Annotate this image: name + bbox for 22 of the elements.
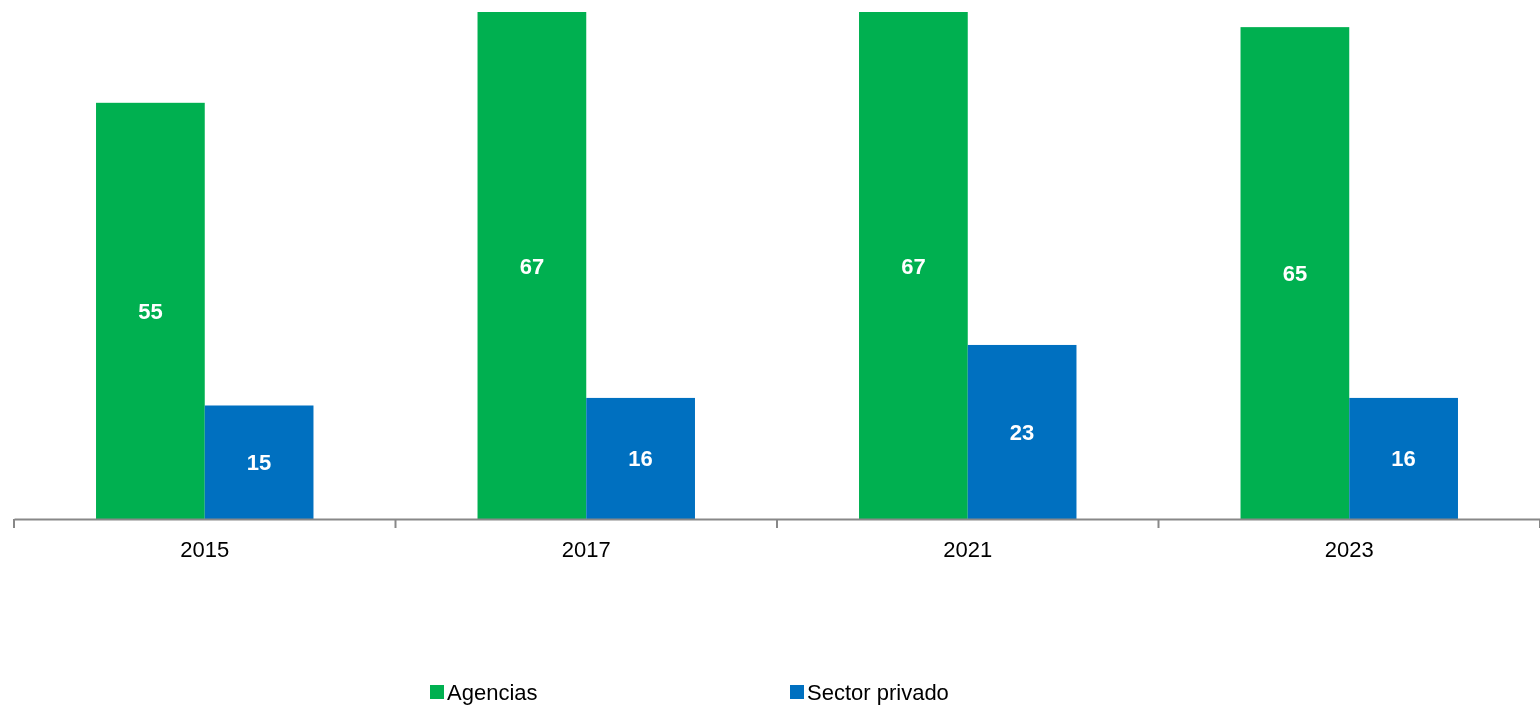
- data-label: 23: [1009, 419, 1035, 445]
- legend-label: Sector privado: [807, 680, 949, 705]
- bar: [1240, 27, 1350, 519]
- data-label: 67: [519, 253, 545, 279]
- x-tick-label: 2021: [943, 536, 993, 562]
- data-label: 65: [1282, 261, 1308, 287]
- bar: [1349, 397, 1458, 519]
- x-tick-label: 2015: [180, 536, 230, 562]
- bar: [967, 344, 1077, 519]
- legend-label: Agencias: [447, 680, 538, 705]
- bar: [477, 12, 587, 519]
- data-label: 55: [138, 298, 163, 324]
- data-label: 67: [901, 253, 926, 279]
- x-tick-label: 2017: [561, 536, 611, 562]
- data-label: 16: [628, 446, 653, 472]
- bar: [586, 397, 695, 519]
- bar: [96, 102, 205, 519]
- bar: [859, 12, 968, 519]
- x-tick-label: 2023: [1324, 536, 1374, 562]
- data-label: 16: [1391, 446, 1416, 472]
- bar: [204, 405, 314, 519]
- data-label: 15: [246, 450, 272, 476]
